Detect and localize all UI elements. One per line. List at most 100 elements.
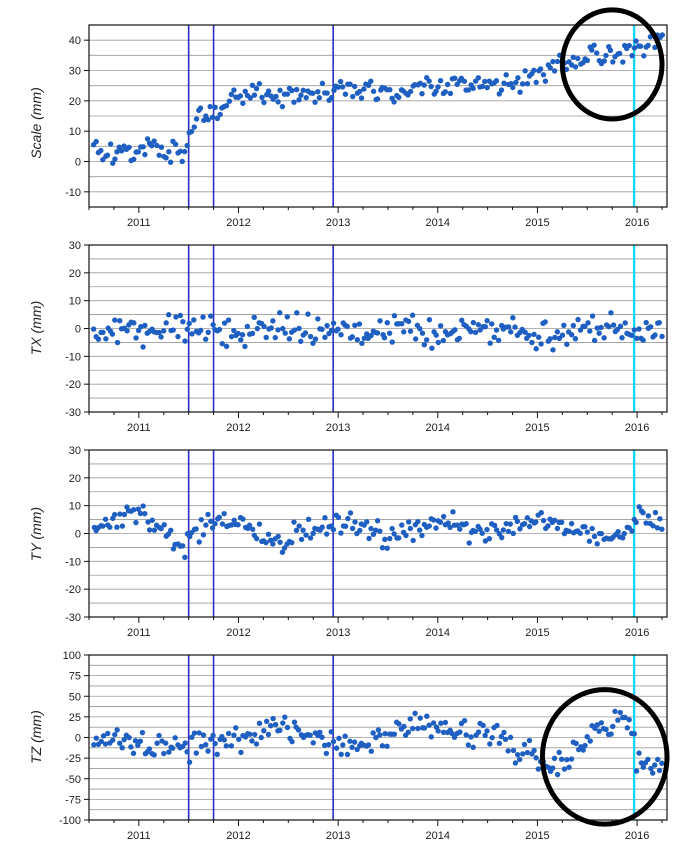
data-point	[479, 530, 485, 536]
data-point	[347, 738, 353, 744]
data-point	[556, 749, 562, 756]
data-point	[633, 519, 639, 526]
data-point	[256, 720, 263, 727]
data-point	[91, 742, 97, 748]
data-point	[221, 737, 227, 743]
data-point	[131, 506, 137, 513]
data-point	[465, 87, 472, 93]
data-point	[132, 738, 139, 744]
data-point	[279, 103, 286, 110]
data-point	[344, 323, 350, 330]
data-point	[280, 720, 286, 726]
data-point	[552, 334, 558, 341]
data-point	[594, 50, 600, 56]
data-point	[163, 320, 169, 326]
y-tick-label: 20	[69, 268, 81, 280]
data-point	[633, 768, 640, 774]
data-point	[391, 531, 397, 537]
data-point	[121, 511, 128, 518]
data-point	[647, 324, 654, 330]
data-point	[305, 311, 311, 317]
data-point	[372, 527, 379, 533]
data-point	[310, 340, 316, 346]
data-point	[233, 725, 239, 731]
data-point	[354, 337, 361, 343]
data-point	[200, 314, 206, 320]
data-point	[547, 65, 553, 71]
data-point	[540, 72, 547, 78]
data-point	[374, 518, 381, 524]
data-point	[522, 68, 528, 74]
data-point	[606, 323, 612, 330]
data-point	[405, 318, 412, 325]
data-point	[470, 744, 476, 750]
tz-panel: TZ (mm) -100 -75 -50 -25 0 25 50 75 100 2011 2012 2…	[28, 650, 670, 842]
data-point	[338, 751, 344, 757]
data-point	[435, 339, 442, 346]
data-point	[370, 730, 376, 736]
data-point	[291, 327, 298, 333]
data-point	[246, 522, 253, 528]
data-point	[286, 336, 293, 342]
data-point	[293, 527, 300, 533]
data-point	[205, 117, 211, 123]
data-point	[319, 524, 325, 530]
x-tick-label: 2013	[326, 830, 350, 842]
data-point	[188, 128, 195, 135]
data-point	[396, 94, 402, 101]
data-point	[265, 531, 272, 537]
data-point	[430, 720, 437, 726]
data-point	[598, 720, 605, 726]
data-point	[598, 324, 604, 331]
data-point	[238, 749, 244, 756]
data-point	[500, 527, 507, 533]
data-point	[461, 717, 468, 724]
data-point	[281, 545, 288, 551]
data-point	[208, 313, 214, 319]
data-point	[275, 533, 281, 540]
data-point	[652, 44, 658, 51]
data-point	[424, 713, 430, 719]
data-point	[235, 330, 241, 337]
data-point	[451, 734, 458, 740]
data-point	[640, 510, 646, 516]
data-point	[259, 94, 265, 101]
data-point	[659, 760, 665, 766]
data-point	[205, 748, 211, 754]
data-point	[387, 535, 393, 542]
data-point	[496, 740, 503, 747]
data-point	[298, 338, 304, 345]
data-point	[419, 532, 425, 539]
data-point	[366, 535, 372, 542]
data-point	[146, 527, 153, 533]
data-point	[505, 748, 511, 754]
data-point	[545, 523, 551, 529]
data-point	[433, 88, 439, 95]
y-tick-label: -25	[65, 753, 81, 765]
data-point	[352, 519, 358, 525]
data-point	[131, 320, 137, 326]
data-point	[179, 543, 186, 549]
data-point	[280, 325, 286, 332]
data-point	[616, 50, 623, 57]
data-point	[198, 743, 205, 750]
data-point	[268, 722, 274, 729]
data-point	[407, 716, 413, 722]
data-point	[221, 510, 227, 517]
data-point	[197, 105, 204, 111]
data-point	[302, 330, 309, 336]
data-point	[335, 326, 341, 332]
data-point	[442, 719, 449, 726]
data-point	[114, 339, 121, 346]
data-point	[379, 743, 386, 749]
data-point	[124, 328, 130, 334]
data-point	[399, 522, 405, 528]
data-point	[368, 332, 374, 339]
highlight-ellipse	[559, 7, 665, 122]
data-point	[90, 326, 97, 332]
data-point	[191, 124, 197, 130]
data-point	[450, 509, 456, 515]
data-point	[456, 335, 462, 342]
data-point	[223, 102, 230, 109]
y-tick-label: 0	[75, 529, 81, 541]
